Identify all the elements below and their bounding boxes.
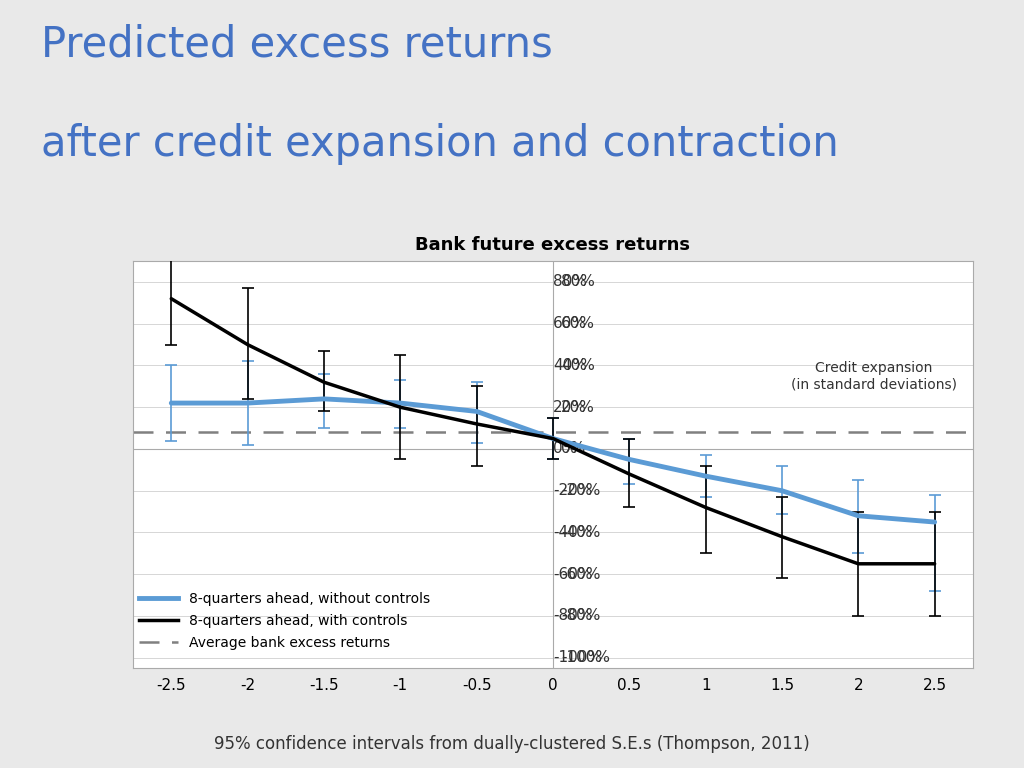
Text: 60%: 60%: [561, 316, 595, 331]
Text: Predicted excess returns: Predicted excess returns: [41, 23, 553, 65]
Text: -20%: -20%: [553, 483, 592, 498]
Text: -40%: -40%: [561, 525, 601, 540]
Text: 80%: 80%: [553, 274, 587, 290]
Text: 95% confidence intervals from dually-clustered S.E.s (Thompson, 2011): 95% confidence intervals from dually-clu…: [214, 735, 810, 753]
Text: Credit expansion
(in standard deviations): Credit expansion (in standard deviations…: [791, 361, 956, 391]
Text: 40%: 40%: [553, 358, 587, 373]
Title: Bank future excess returns: Bank future excess returns: [416, 236, 690, 254]
Text: 80%: 80%: [561, 274, 595, 290]
Text: -20%: -20%: [561, 483, 601, 498]
Text: -60%: -60%: [561, 567, 601, 581]
Text: -100%: -100%: [561, 650, 610, 665]
Text: -60%: -60%: [553, 567, 593, 581]
Legend: 8-quarters ahead, without controls, 8-quarters ahead, with controls, Average ban: 8-quarters ahead, without controls, 8-qu…: [132, 584, 436, 657]
Text: 20%: 20%: [561, 399, 595, 415]
Text: 20%: 20%: [553, 399, 587, 415]
Text: 0%: 0%: [553, 442, 578, 456]
Text: -100%: -100%: [553, 650, 602, 665]
Text: after credit expansion and contraction: after credit expansion and contraction: [41, 123, 839, 165]
Text: 40%: 40%: [561, 358, 595, 373]
Text: -80%: -80%: [561, 608, 601, 624]
Text: 0%: 0%: [561, 442, 586, 456]
Text: 60%: 60%: [553, 316, 587, 331]
Text: -80%: -80%: [553, 608, 592, 624]
Text: -40%: -40%: [553, 525, 592, 540]
